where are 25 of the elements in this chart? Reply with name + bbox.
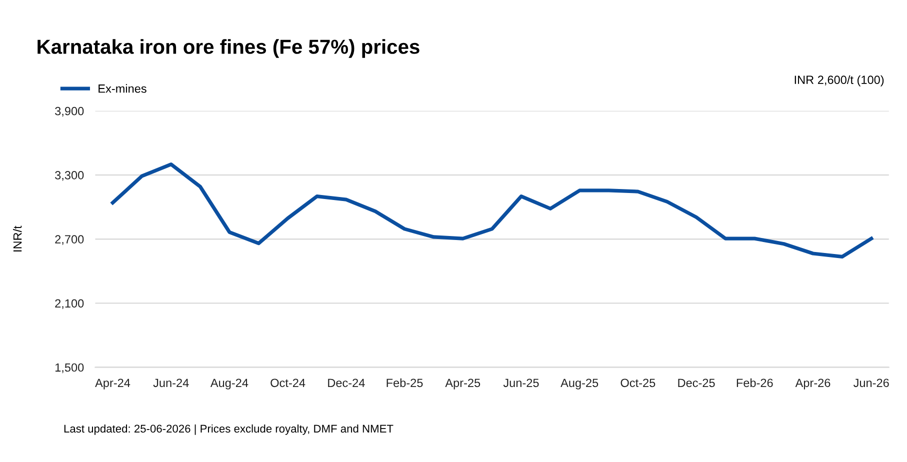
x-tick-label: Apr-24 [95,378,130,390]
x-tick-label: Dec-25 [678,378,715,388]
y-tick-label: 1,500 [55,363,84,374]
text: INR 2,600/t (100) [794,75,884,86]
y-axis-title: INR/t [13,226,22,252]
text: Last updated: 25-06-2026 | Prices exclude royalty, DMF and NMET [64,424,394,435]
y-tick-label: 2,100 [55,299,84,309]
x-tick-label: Oct-24 [270,378,306,388]
y-tick-label: 3,900 [55,106,84,117]
x-tick-label: Aug-24 [210,378,248,390]
y-tick-label: 2,700 [55,235,84,245]
line-series [110,162,874,259]
x-tick-label: Apr-26 [795,378,830,390]
x-tick-label: Aug-25 [560,378,598,390]
x-tick-label: Dec-24 [328,378,365,388]
x-tick-label: Apr-25 [445,378,480,390]
x-tick-label: Jun-24 [153,378,189,388]
y-tick-label: 3,300 [55,171,84,181]
x-tick-label: Feb-25 [386,378,423,388]
legend-label: Ex-mines [98,84,146,93]
x-tick-label: Jun-26 [853,378,889,388]
x-tick-label: Oct-25 [620,378,656,388]
x-tick-label: Feb-26 [736,378,773,388]
x-tick-label: Jun-25 [503,378,539,388]
chart-title: Karnataka iron ore fines (Fe 57%) prices [38,39,420,58]
